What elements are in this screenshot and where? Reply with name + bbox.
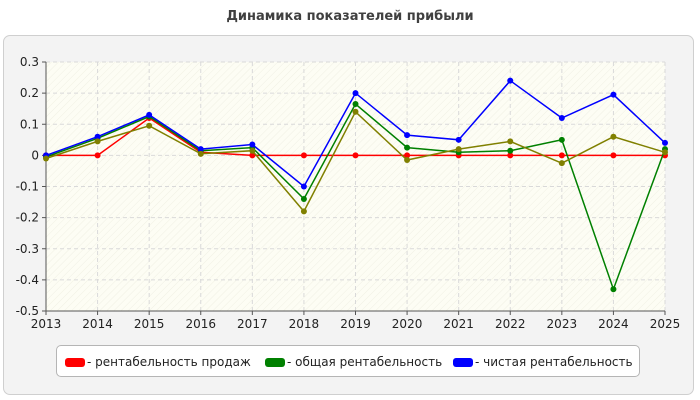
y-tick-label: 0.3 — [20, 55, 39, 69]
y-tick-label: 0.2 — [20, 86, 39, 100]
series-4-point — [300, 208, 307, 215]
x-tick-label: 2024 — [598, 317, 629, 331]
series-3-point — [352, 90, 359, 97]
series-3-point — [507, 77, 514, 84]
series-2-point — [507, 147, 514, 154]
x-tick-label: 2013 — [31, 317, 62, 331]
y-tick-label: -0.4 — [16, 273, 39, 287]
x-tick-label: 2015 — [134, 317, 165, 331]
x-tick-label: 2023 — [547, 317, 578, 331]
legend-label: - рентабельность продаж — [87, 355, 251, 369]
x-tick-label: 2025 — [650, 317, 681, 331]
series-4-point — [507, 138, 514, 145]
x-tick-label: 2014 — [82, 317, 113, 331]
legend-label: - чистая рентабельность — [475, 355, 633, 369]
series-4-point — [558, 160, 565, 167]
legend-swatch — [65, 357, 85, 367]
series-3-point — [455, 136, 462, 143]
y-tick-label: -0.2 — [16, 211, 39, 225]
legend-item: - общая рентабельность — [265, 354, 442, 370]
series-3-point — [197, 146, 204, 153]
series-4-point — [197, 150, 204, 157]
series-2-point — [404, 144, 411, 151]
y-tick-label: 0 — [31, 148, 39, 162]
chart-title: Динамика показателей прибыли — [226, 9, 474, 24]
series-2-point — [300, 195, 307, 202]
series-1-point — [300, 152, 307, 159]
x-tick-label: 2020 — [392, 317, 423, 331]
series-3-point — [300, 183, 307, 190]
x-tick-label: 2018 — [289, 317, 320, 331]
series-4-point — [404, 157, 411, 164]
chart-legend: - рентабельность продаж - общая рентабель… — [56, 345, 640, 377]
series-1-point — [558, 152, 565, 159]
legend-label: - общая рентабельность — [287, 355, 443, 369]
x-tick-label: 2016 — [185, 317, 216, 331]
series-1-point — [610, 152, 617, 159]
y-tick-label: 0.1 — [20, 117, 39, 131]
series-3-point — [558, 115, 565, 122]
series-2-point — [558, 136, 565, 143]
legend-item: - рентабельность продаж — [65, 354, 251, 370]
series-1-point — [94, 152, 101, 159]
series-3-point — [249, 141, 256, 148]
series-3-point — [610, 91, 617, 98]
legend-swatch — [265, 357, 285, 367]
series-4-point — [662, 149, 668, 156]
y-tick-label: -0.1 — [16, 180, 39, 194]
series-4-point — [43, 155, 49, 162]
series-2-point — [610, 286, 617, 293]
series-3-point — [94, 133, 101, 140]
series-4-point — [610, 133, 617, 140]
series-4-point — [146, 122, 153, 129]
x-tick-label: 2017 — [237, 317, 268, 331]
series-4-point — [352, 108, 359, 115]
series-4-point — [455, 146, 462, 153]
series-3-point — [146, 111, 153, 118]
series-3-point — [404, 132, 411, 139]
y-tick-label: -0.3 — [16, 242, 39, 256]
series-4-point — [94, 138, 101, 145]
series-1-point — [507, 152, 514, 159]
x-tick-label: 2022 — [495, 317, 526, 331]
series-3-point — [662, 139, 668, 146]
series-2-point — [352, 101, 359, 108]
legend-swatch — [453, 357, 473, 367]
series-1-point — [404, 152, 411, 159]
x-tick-label: 2019 — [340, 317, 371, 331]
x-tick-label: 2021 — [443, 317, 474, 331]
series-1-point — [352, 152, 359, 159]
y-tick-label: -0.5 — [16, 304, 39, 318]
series-1-point — [249, 152, 256, 159]
legend-item: - чистая рентабельность — [453, 354, 633, 370]
series-4-point — [249, 147, 256, 154]
